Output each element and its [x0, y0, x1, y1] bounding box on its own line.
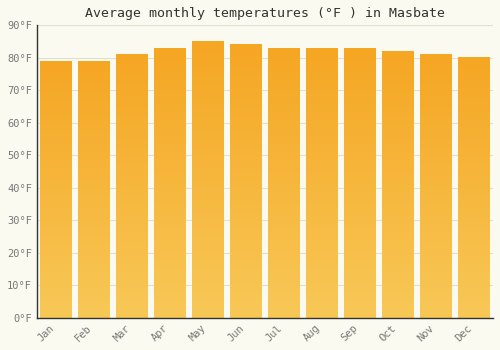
Title: Average monthly temperatures (°F ) in Masbate: Average monthly temperatures (°F ) in Ma…: [85, 7, 445, 20]
